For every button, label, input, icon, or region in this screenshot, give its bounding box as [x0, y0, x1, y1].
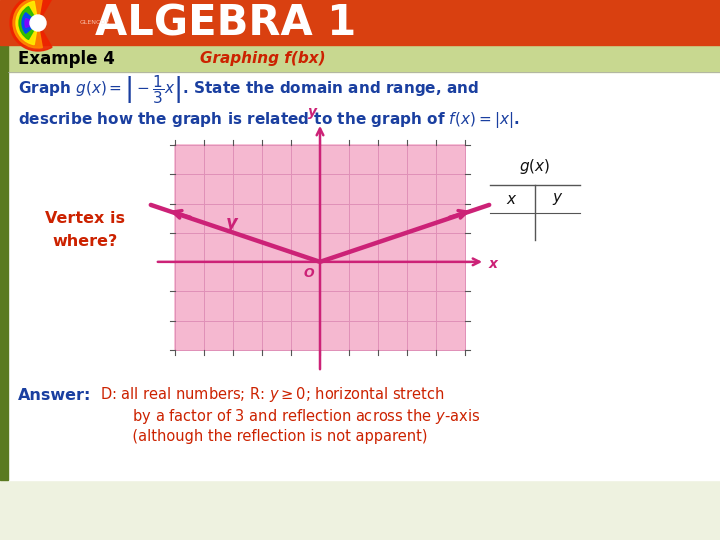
Text: describe how the graph is related to the graph of $f(x) = |x|$.: describe how the graph is related to the…	[18, 110, 519, 130]
Bar	[0, 0, 720, 45]
Bar	[8, 72, 720, 150]
Text: $y$: $y$	[552, 191, 564, 207]
Text: $g(x)$: $g(x)$	[519, 158, 551, 177]
Text: Answer:: Answer:	[18, 388, 91, 402]
Text: y: y	[227, 214, 238, 232]
Text: GLENCOE: GLENCOE	[80, 21, 110, 25]
Text: y: y	[307, 105, 317, 119]
Bar	[8, 150, 720, 480]
Bar	[175, 145, 465, 350]
Text: by a factor of 3 and reflection across the $y$-axis: by a factor of 3 and reflection across t…	[100, 407, 480, 426]
Text: $x$: $x$	[506, 192, 518, 206]
Text: Example 4: Example 4	[18, 50, 115, 68]
Text: ALGEBRA 1: ALGEBRA 1	[95, 2, 356, 44]
Wedge shape	[25, 18, 38, 28]
Text: O: O	[304, 267, 315, 280]
Text: Vertex is
where?: Vertex is where?	[45, 211, 125, 248]
Text: x: x	[489, 257, 498, 271]
Bar	[0, 45, 8, 480]
Wedge shape	[19, 6, 38, 39]
Text: Graph $g(x) = \left|-\dfrac{1}{3}x\right|$. State the domain and range, and: Graph $g(x) = \left|-\dfrac{1}{3}x\right…	[18, 73, 479, 106]
Bar	[0, 45, 720, 72]
Circle shape	[30, 15, 46, 31]
Text: Graphing f(bx): Graphing f(bx)	[200, 51, 325, 66]
Wedge shape	[10, 0, 52, 51]
Text: (although the reflection is not apparent): (although the reflection is not apparent…	[100, 429, 428, 444]
Wedge shape	[13, 0, 42, 48]
Wedge shape	[16, 1, 38, 45]
Text: D: all real numbers; R: $y \geq 0$; horizontal stretch: D: all real numbers; R: $y \geq 0$; hori…	[100, 386, 445, 404]
Wedge shape	[22, 13, 38, 33]
